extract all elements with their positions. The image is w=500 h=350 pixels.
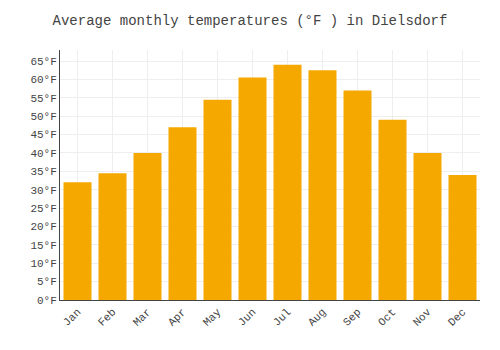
svg-text:Average monthly temperatures (: Average monthly temperatures (°F ) in Di… bbox=[53, 13, 448, 29]
svg-text:10°F: 10°F bbox=[30, 258, 56, 270]
svg-text:0°F: 0°F bbox=[37, 295, 57, 307]
svg-text:50°F: 50°F bbox=[30, 111, 56, 123]
svg-text:15°F: 15°F bbox=[30, 240, 56, 252]
svg-text:Apr: Apr bbox=[166, 306, 188, 328]
svg-text:40°F: 40°F bbox=[30, 148, 56, 160]
svg-text:Sep: Sep bbox=[341, 306, 363, 328]
svg-text:45°F: 45°F bbox=[30, 129, 56, 141]
svg-text:35°F: 35°F bbox=[30, 166, 56, 178]
svg-text:Nov: Nov bbox=[411, 306, 434, 329]
svg-text:Jun: Jun bbox=[236, 306, 258, 328]
svg-text:65°F: 65°F bbox=[30, 56, 56, 68]
svg-text:Mar: Mar bbox=[131, 306, 153, 328]
svg-text:Jan: Jan bbox=[61, 306, 83, 328]
svg-text:30°F: 30°F bbox=[30, 185, 56, 197]
svg-text:60°F: 60°F bbox=[30, 74, 56, 86]
svg-text:Aug: Aug bbox=[306, 306, 328, 328]
svg-text:5°F: 5°F bbox=[37, 276, 57, 288]
svg-text:May: May bbox=[201, 306, 224, 329]
svg-text:Oct: Oct bbox=[376, 306, 398, 328]
svg-text:20°F: 20°F bbox=[30, 221, 56, 233]
svg-text:Feb: Feb bbox=[96, 306, 118, 328]
svg-text:Dec: Dec bbox=[446, 306, 468, 328]
svg-text:25°F: 25°F bbox=[30, 203, 56, 215]
svg-text:55°F: 55°F bbox=[30, 93, 56, 105]
svg-text:Jul: Jul bbox=[271, 306, 293, 328]
